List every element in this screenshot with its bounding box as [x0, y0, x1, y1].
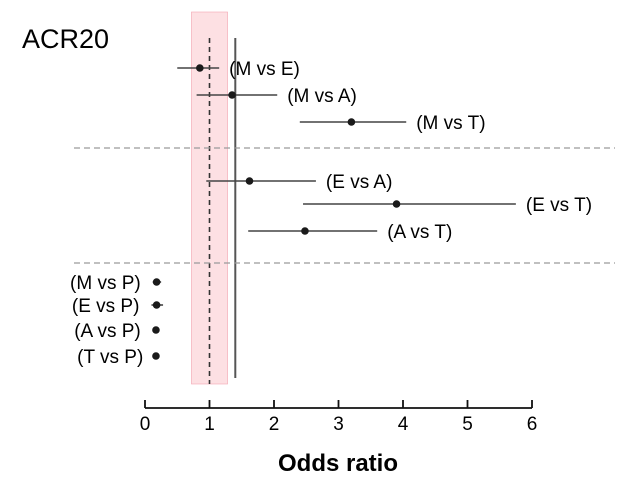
forest-row: (A vs T) — [248, 222, 452, 243]
row-label: (M vs A) — [287, 86, 357, 107]
x-tick-label: 2 — [269, 414, 280, 435]
estimate-rows: (M vs E) (M vs A) (M vs T) (E vs A) (E vs T)… — [70, 59, 592, 368]
row-label: (M vs P) — [70, 273, 141, 294]
row-label: (E vs T) — [526, 195, 592, 216]
forest-row: (A vs P) — [74, 321, 160, 342]
x-tick-label: 6 — [527, 414, 538, 435]
forest-row: (T vs P) — [77, 347, 160, 368]
x-tick-label: 3 — [333, 414, 344, 435]
x-tick-label: 5 — [462, 414, 473, 435]
point-estimate — [228, 91, 236, 99]
point-estimate — [152, 278, 161, 286]
x-tick-label: 1 — [204, 414, 215, 435]
point-estimate — [347, 118, 356, 126]
forest-row: (M vs T) — [299, 113, 486, 134]
forest-row: (M vs P) — [70, 273, 162, 294]
forest-row: (E vs T) — [303, 195, 592, 216]
row-label: (A vs P) — [74, 321, 141, 342]
point-estimate — [196, 64, 204, 72]
point-estimate — [152, 352, 160, 360]
x-ticks: 0 1 2 3 4 5 6 — [140, 400, 538, 435]
x-axis-title: Odds ratio — [278, 450, 398, 477]
forest-row: (M vs E) — [177, 59, 300, 80]
group-separators — [74, 147, 615, 264]
row-label: (M vs T) — [416, 113, 485, 134]
point-estimate — [152, 301, 161, 309]
row-label: (A vs T) — [387, 222, 452, 243]
row-label: (E vs A) — [326, 172, 393, 193]
forest-row: (M vs A) — [196, 86, 357, 107]
forest-row: (E vs A) — [206, 172, 392, 193]
point-estimate — [301, 227, 309, 235]
x-axis: 0 1 2 3 4 5 6 — [140, 400, 538, 435]
row-label: (E vs P) — [72, 296, 140, 317]
point-estimate — [245, 177, 254, 185]
point-estimate — [152, 326, 160, 334]
chart-title: ACR20 — [22, 24, 109, 54]
forest-row: (E vs P) — [72, 296, 164, 317]
row-label: (T vs P) — [77, 347, 143, 368]
x-tick-label: 0 — [140, 414, 151, 435]
x-tick-label: 4 — [398, 414, 409, 435]
row-label: (M vs E) — [229, 59, 300, 80]
point-estimate — [392, 200, 401, 208]
